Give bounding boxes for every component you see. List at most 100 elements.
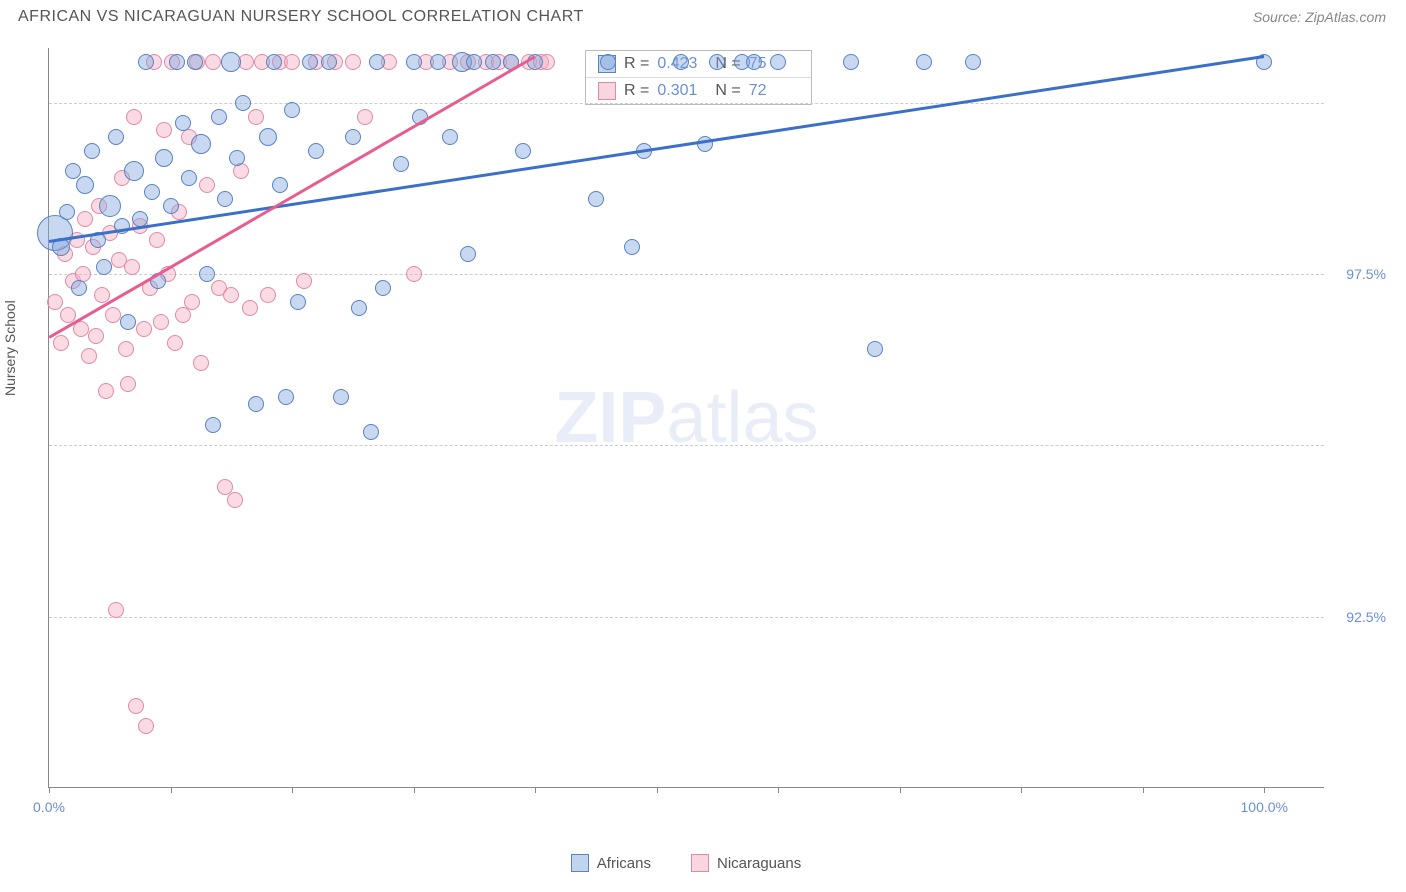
scatter-point — [284, 54, 300, 70]
scatter-point — [673, 54, 689, 70]
xtick — [414, 787, 415, 793]
scatter-point — [120, 376, 136, 392]
xtick — [292, 787, 293, 793]
scatter-point — [163, 198, 179, 214]
scatter-point — [193, 355, 209, 371]
scatter-point — [205, 417, 221, 433]
scatter-point — [223, 287, 239, 303]
scatter-point — [229, 150, 245, 166]
scatter-point — [351, 300, 367, 316]
gridline — [49, 617, 1324, 618]
scatter-point — [155, 149, 173, 167]
scatter-point — [88, 328, 104, 344]
gridline — [49, 445, 1324, 446]
scatter-point — [321, 54, 337, 70]
swatch-blue-icon — [571, 854, 589, 872]
scatter-point — [515, 143, 531, 159]
chart-title: AFRICAN VS NICARAGUAN NURSERY SCHOOL COR… — [18, 8, 584, 26]
scatter-point — [138, 718, 154, 734]
scatter-point — [296, 273, 312, 289]
scatter-point — [460, 246, 476, 262]
scatter-point — [77, 211, 93, 227]
scatter-point — [393, 156, 409, 172]
scatter-point — [709, 54, 725, 70]
scatter-point — [965, 54, 981, 70]
scatter-point — [211, 109, 227, 125]
scatter-point — [76, 176, 94, 194]
scatter-point — [278, 389, 294, 405]
stats-row-pink: R = 0.301 N = 72 — [586, 78, 811, 104]
chart-container: Nursery School ZIPatlas R = 0.423 N = 75… — [48, 48, 1388, 808]
scatter-point — [126, 109, 142, 125]
scatter-point — [84, 143, 100, 159]
scatter-point — [199, 266, 215, 282]
scatter-point — [199, 177, 215, 193]
scatter-point — [466, 54, 482, 70]
scatter-point — [600, 54, 616, 70]
xtick-label: 100.0% — [1240, 799, 1287, 815]
scatter-point — [308, 143, 324, 159]
scatter-point — [108, 602, 124, 618]
n-label: N = — [715, 82, 740, 100]
scatter-point — [47, 294, 63, 310]
scatter-point — [138, 54, 154, 70]
scatter-point — [867, 341, 883, 357]
y-axis-label: Nursery School — [2, 300, 18, 396]
scatter-point — [272, 177, 288, 193]
scatter-point — [108, 129, 124, 145]
scatter-point — [235, 95, 251, 111]
gridline — [49, 274, 1324, 275]
scatter-point — [302, 54, 318, 70]
scatter-point — [284, 102, 300, 118]
scatter-point — [770, 54, 786, 70]
scatter-point — [65, 163, 81, 179]
scatter-point — [624, 239, 640, 255]
legend-item-nicaraguans: Nicaraguans — [691, 854, 801, 872]
scatter-point — [333, 389, 349, 405]
xtick — [778, 787, 779, 793]
scatter-point — [375, 280, 391, 296]
scatter-point — [99, 195, 121, 217]
ytick-label: 92.5% — [1346, 609, 1386, 625]
xtick — [657, 787, 658, 793]
scatter-point — [843, 54, 859, 70]
swatch-pink-icon — [598, 82, 616, 100]
scatter-point — [71, 280, 87, 296]
scatter-point — [221, 52, 241, 72]
scatter-point — [406, 54, 422, 70]
xtick — [171, 787, 172, 793]
ytick-label: 97.5% — [1346, 266, 1386, 282]
scatter-point — [442, 129, 458, 145]
scatter-point — [175, 307, 191, 323]
xtick — [49, 787, 50, 793]
scatter-point — [205, 54, 221, 70]
source-label: Source: ZipAtlas.com — [1253, 9, 1386, 25]
legend: Africans Nicaraguans — [48, 854, 1324, 872]
scatter-point — [156, 122, 172, 138]
scatter-point — [187, 54, 203, 70]
r-label: R = — [624, 82, 649, 100]
scatter-point — [98, 383, 114, 399]
scatter-point — [242, 300, 258, 316]
scatter-point — [248, 396, 264, 412]
scatter-point — [96, 259, 112, 275]
xtick — [1264, 787, 1265, 793]
scatter-point — [345, 129, 361, 145]
scatter-point — [191, 134, 211, 154]
scatter-point — [175, 115, 191, 131]
scatter-point — [81, 348, 97, 364]
xtick-label: 0.0% — [33, 799, 65, 815]
scatter-point — [916, 54, 932, 70]
scatter-point — [184, 294, 200, 310]
scatter-point — [120, 314, 136, 330]
scatter-point — [369, 54, 385, 70]
scatter-point — [153, 314, 169, 330]
scatter-point — [345, 54, 361, 70]
scatter-point — [53, 335, 69, 351]
legend-label: Africans — [597, 855, 651, 872]
scatter-point — [124, 161, 144, 181]
scatter-point — [118, 341, 134, 357]
scatter-point — [217, 191, 233, 207]
scatter-point — [124, 259, 140, 275]
scatter-point — [485, 54, 501, 70]
